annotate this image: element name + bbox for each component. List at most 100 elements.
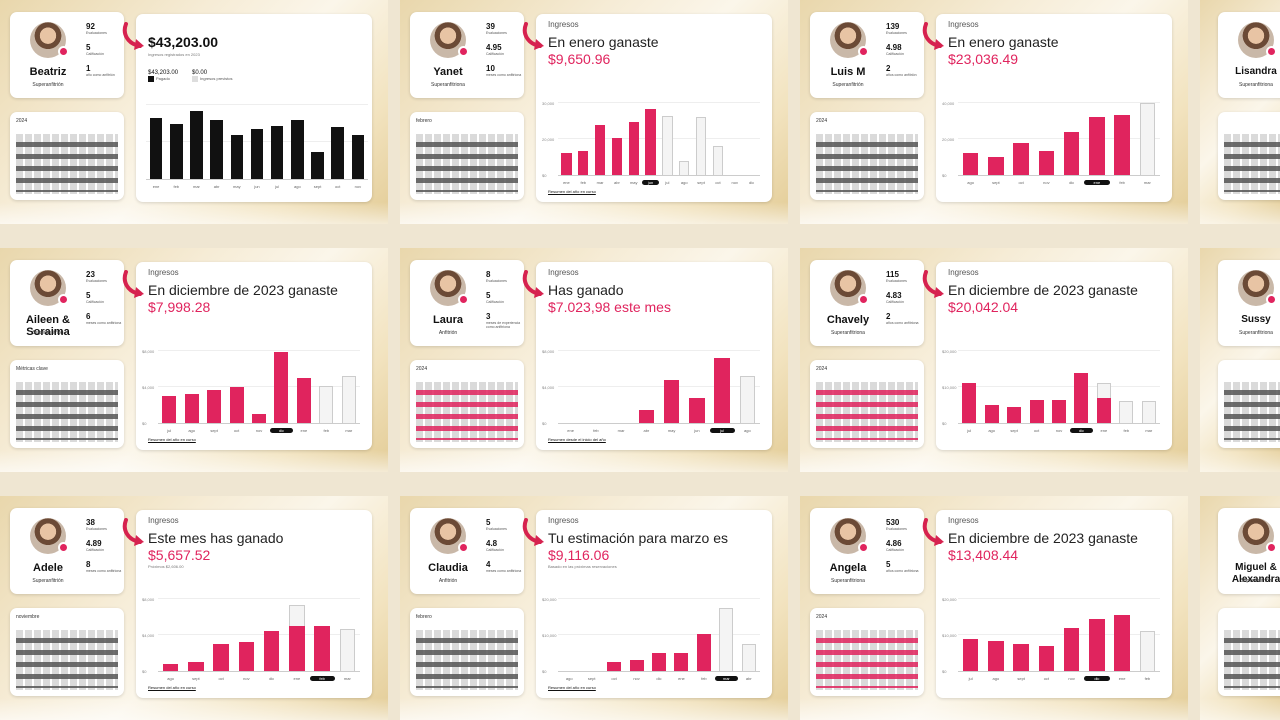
stat-label: Evaluaciones bbox=[86, 31, 107, 35]
bar-paid bbox=[674, 653, 689, 671]
bar-paid bbox=[1007, 407, 1022, 423]
stat-value: 2 bbox=[886, 312, 891, 321]
host-stats: 39 Evaluaciones 4.95 Calificación 10 meses co… bbox=[486, 22, 522, 85]
bar-paid bbox=[714, 358, 730, 423]
bar-paid bbox=[1114, 115, 1130, 175]
stat-item: 6 meses como anfitriona bbox=[86, 312, 122, 325]
stat-label: Evaluaciones bbox=[86, 279, 107, 283]
month-label: mar bbox=[343, 676, 351, 681]
bar-paid bbox=[238, 642, 255, 671]
host-name: Laura bbox=[433, 314, 463, 326]
bar-paid bbox=[628, 122, 639, 175]
month-label[interactable]: dic bbox=[1084, 676, 1110, 681]
earnings-label: Ingresos bbox=[148, 268, 179, 277]
stat-item: 4.86 Calificación bbox=[886, 539, 922, 552]
host-name: Aileen & Soraima bbox=[25, 314, 70, 338]
gridline bbox=[558, 598, 760, 599]
bar-paid bbox=[296, 378, 311, 423]
legend-swatch bbox=[148, 76, 154, 82]
profile-card: Luis M Superanfitrión 139 Evaluaciones 4.98 C… bbox=[810, 12, 924, 98]
host-role: Anfitrión bbox=[438, 330, 458, 336]
month-label[interactable]: dic bbox=[1070, 428, 1093, 433]
month-label[interactable]: mar bbox=[715, 676, 738, 681]
stat-item: 5 Evaluaciones bbox=[486, 518, 522, 531]
month-label: oct bbox=[233, 428, 240, 433]
gridline bbox=[558, 350, 760, 351]
bar-paid bbox=[611, 137, 623, 175]
bar-projected bbox=[1139, 631, 1156, 671]
earnings-bar-chart: ago sept oct nov dic ene feb mar abr bbox=[558, 598, 760, 681]
bar-paid bbox=[213, 643, 229, 671]
year-summary-link[interactable]: Resumen del año en curso bbox=[148, 437, 196, 442]
month-label: sept bbox=[1010, 428, 1018, 433]
bar-paid bbox=[1063, 131, 1080, 175]
reservation-bands bbox=[16, 638, 118, 688]
bar-projected bbox=[741, 643, 756, 671]
month-label: abr bbox=[614, 180, 620, 185]
stat-label: meses de experiencia como anfitriona bbox=[486, 321, 521, 329]
superhost-badge-icon bbox=[458, 294, 469, 305]
earnings-amount: $20,042.04 bbox=[948, 299, 1019, 315]
bar-paid bbox=[962, 638, 979, 671]
gridline bbox=[558, 102, 760, 103]
bar-paid bbox=[314, 626, 330, 671]
month-label: sept bbox=[313, 184, 322, 189]
y-tick-label: $0 bbox=[542, 669, 547, 674]
stat-value: 6 bbox=[86, 312, 91, 321]
y-tick-label: $0 bbox=[542, 421, 547, 426]
gridline bbox=[558, 634, 760, 635]
month-label: feb bbox=[593, 428, 599, 433]
calendar-card: noviembre bbox=[10, 608, 124, 696]
earnings-headline: Has ganado bbox=[548, 282, 624, 298]
stat-item: 4.98 Calificación bbox=[886, 43, 922, 56]
reservation-bands bbox=[416, 638, 518, 688]
calendar-card: 2024 bbox=[810, 608, 924, 696]
bar-paid bbox=[984, 405, 999, 423]
calendar-card bbox=[1218, 360, 1280, 448]
bar-paid bbox=[578, 151, 589, 175]
month-label[interactable]: feb bbox=[309, 676, 335, 681]
month-label: ago bbox=[294, 184, 301, 189]
bar-paid bbox=[1114, 614, 1130, 671]
stat-value: 1 bbox=[86, 64, 91, 73]
month-label: feb bbox=[173, 184, 180, 189]
profile-card: Sussy Superanfitriona bbox=[1218, 260, 1280, 346]
month-label: ago bbox=[967, 180, 974, 185]
month-label[interactable]: ene bbox=[1084, 180, 1110, 185]
year-summary-link[interactable]: Resumen desde el inicio del año bbox=[548, 437, 606, 442]
earnings-card: Ingresos En enero ganaste $9,650.96 ene feb m… bbox=[536, 14, 772, 202]
legend-value: $0.00 bbox=[192, 70, 208, 76]
bar-paid bbox=[250, 128, 264, 179]
bar-paid bbox=[311, 152, 324, 179]
month-label: jul bbox=[167, 428, 172, 433]
stat-value: 5 bbox=[886, 560, 891, 569]
year-summary-link[interactable]: Resumen del año en curso bbox=[148, 685, 196, 690]
bar-paid bbox=[210, 119, 223, 179]
stat-item: 3 meses de experiencia como anfitriona bbox=[486, 312, 522, 329]
earnings-card: Ingresos En enero ganaste $23,036.49 ago sep… bbox=[936, 14, 1172, 202]
stat-item: 5 Calificación bbox=[486, 291, 522, 304]
month-label: mar bbox=[617, 428, 625, 433]
calendar-title: noviembre bbox=[16, 614, 40, 620]
stat-item: 92 Evaluaciones bbox=[86, 22, 122, 35]
month-label[interactable]: dic bbox=[270, 428, 293, 433]
month-label[interactable]: jun bbox=[642, 180, 659, 185]
year-summary-link[interactable]: Resumen del año en curso bbox=[548, 685, 596, 690]
gridline bbox=[158, 386, 360, 387]
month-label: jun bbox=[254, 184, 260, 189]
earnings-label: Ingresos bbox=[548, 20, 579, 29]
earnings-bar-chart: ene feb mar abr may jun jul ago bbox=[558, 350, 760, 433]
month-label: sept bbox=[697, 180, 705, 185]
pointer-arrow-icon bbox=[922, 518, 944, 546]
stat-value: 5 bbox=[86, 43, 91, 52]
y-tick-label: $10,000 bbox=[942, 385, 957, 390]
year-summary-link[interactable]: Resumen del año en curso bbox=[548, 189, 596, 194]
stat-item: 8 Evaluaciones bbox=[486, 270, 522, 283]
superhost-badge-icon bbox=[58, 542, 69, 553]
earnings-bar-chart: ago sept oct nov dic ene feb mar bbox=[158, 598, 360, 681]
y-tick-label: $8,000 bbox=[542, 349, 555, 354]
month-label[interactable]: jul bbox=[709, 428, 735, 433]
host-stats: 8 Evaluaciones 5 Calificación 3 meses de expe… bbox=[486, 270, 522, 337]
legend-label-row: Ingresos previstos bbox=[192, 76, 233, 82]
stat-label: Calificación bbox=[886, 52, 904, 56]
